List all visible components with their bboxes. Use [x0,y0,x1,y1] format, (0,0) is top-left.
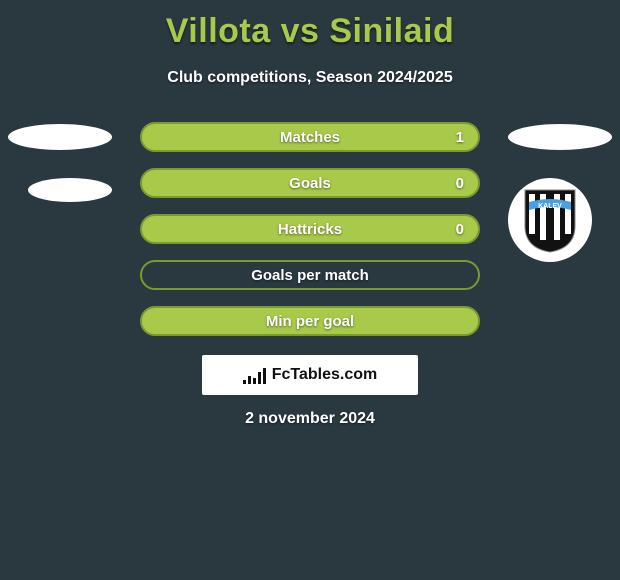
stat-right-value: 1 [456,129,464,146]
stats-container: Matches 1 Goals 0 Hattricks 0 Goals per … [140,122,480,352]
player-right-club-badge: KALEV [508,178,592,262]
brand-bars-icon [243,366,266,384]
stat-row-goals-per-match: Goals per match [140,260,480,290]
stat-right-value: 0 [456,175,464,192]
player-left-photo-placeholder [8,124,112,150]
stat-label: Min per goal [266,313,354,330]
svg-text:KALEV: KALEV [538,203,562,210]
brand-name: FcTables.com [272,366,378,384]
player-left-club-placeholder [28,178,112,202]
kalev-shield-icon: KALEV [521,186,579,254]
stat-row-matches: Matches 1 [140,122,480,152]
page-title: Villota vs Sinilaid [0,0,620,51]
date-label: 2 november 2024 [0,410,620,428]
stat-label: Goals [289,175,331,192]
stat-right-value: 0 [456,221,464,238]
stat-label: Matches [280,129,340,146]
subtitle: Club competitions, Season 2024/2025 [0,69,620,87]
player-right-photo-placeholder [508,124,612,150]
stat-row-min-per-goal: Min per goal [140,306,480,336]
stat-row-hattricks: Hattricks 0 [140,214,480,244]
stat-row-goals: Goals 0 [140,168,480,198]
brand-logo[interactable]: FcTables.com [202,355,418,395]
stat-label: Hattricks [278,221,342,238]
stat-label: Goals per match [251,267,369,284]
